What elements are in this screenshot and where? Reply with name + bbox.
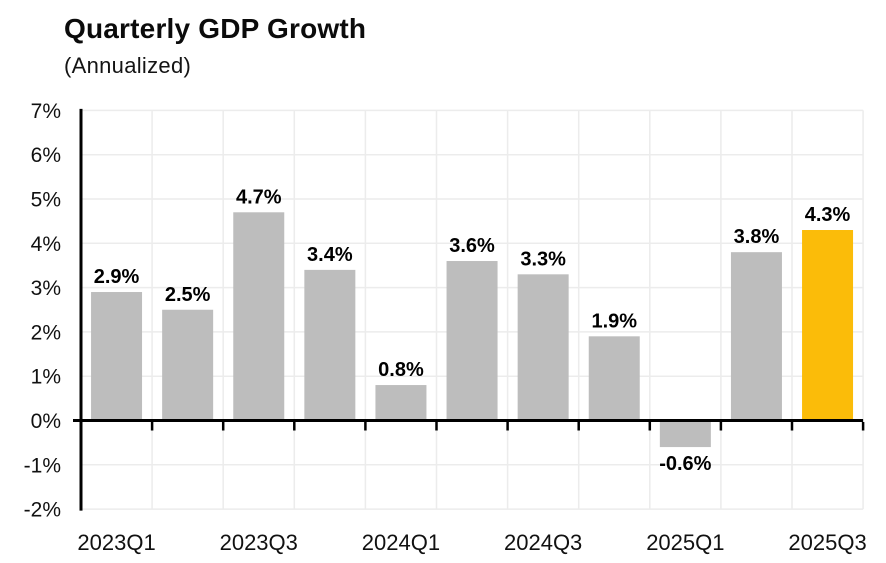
bar-value-label: 4.3% — [805, 204, 851, 226]
bar — [304, 269, 356, 421]
y-tick-label: 7% — [31, 100, 61, 123]
bar — [375, 385, 427, 421]
bar-value-label: 2.9% — [94, 266, 140, 288]
bar-value-label: 3.6% — [449, 235, 495, 257]
bar — [730, 252, 782, 421]
bar-highlighted — [802, 230, 854, 421]
chart-title: Quarterly GDP Growth — [64, 13, 367, 44]
y-tick-label: 0% — [31, 410, 61, 433]
y-tick-label: 1% — [31, 366, 61, 389]
x-tick-label: 2025Q1 — [646, 530, 724, 555]
bar-value-label: 4.7% — [236, 186, 282, 208]
bar — [162, 309, 214, 421]
y-tick-label: 4% — [31, 233, 61, 256]
bar — [659, 420, 711, 448]
x-tick-label: 2024Q3 — [504, 530, 582, 555]
y-tick-label: -2% — [24, 499, 61, 522]
bar — [91, 292, 143, 421]
x-tick-label: 2023Q1 — [77, 530, 155, 555]
bar-value-label: 2.5% — [165, 284, 211, 306]
bar-value-label: 3.3% — [520, 248, 566, 270]
y-tick-label: 3% — [31, 277, 61, 300]
y-tick-label: 2% — [31, 321, 61, 344]
y-tick-label: 6% — [31, 144, 61, 167]
x-tick-label: 2024Q1 — [362, 530, 440, 555]
bar — [233, 212, 285, 421]
x-tick-label: 2025Q3 — [788, 530, 866, 555]
bar-value-label: 3.4% — [307, 244, 353, 266]
bar-value-label: 0.8% — [378, 359, 424, 381]
bar — [517, 274, 569, 421]
chart-subtitle: (Annualized) — [64, 53, 192, 78]
bar-value-label: 3.8% — [734, 226, 780, 248]
y-tick-label: 5% — [31, 189, 61, 212]
bar-value-label: -0.6% — [659, 453, 711, 475]
y-tick-label: -1% — [24, 454, 61, 477]
x-tick-label: 2023Q3 — [220, 530, 298, 555]
bar-value-label: 1.9% — [591, 310, 637, 332]
bar — [588, 336, 640, 421]
bar — [446, 261, 498, 421]
